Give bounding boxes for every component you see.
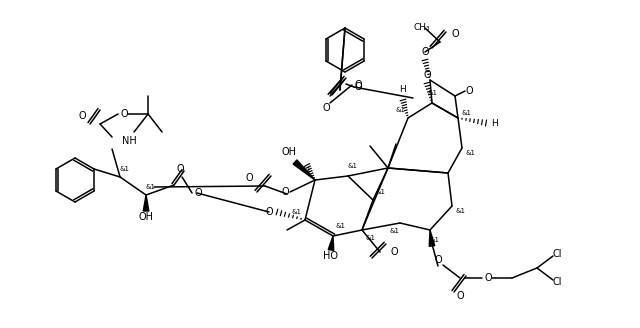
- Text: O: O: [265, 207, 273, 217]
- Text: O: O: [421, 47, 429, 57]
- Text: &1: &1: [292, 209, 302, 215]
- Text: O: O: [354, 80, 362, 90]
- Text: Cl: Cl: [552, 277, 562, 287]
- Text: O: O: [390, 247, 398, 257]
- Text: O: O: [245, 173, 253, 183]
- Text: Cl: Cl: [552, 249, 562, 259]
- Text: HO: HO: [323, 251, 337, 261]
- Text: CH₃: CH₃: [413, 24, 430, 32]
- Text: H: H: [491, 118, 497, 128]
- Text: OH: OH: [282, 147, 296, 157]
- Text: &1: &1: [336, 223, 346, 229]
- Text: &1: &1: [376, 189, 386, 195]
- Text: &1: &1: [395, 107, 405, 113]
- Text: &1: &1: [365, 235, 375, 241]
- Text: &1: &1: [455, 208, 465, 214]
- Text: &1: &1: [348, 163, 358, 169]
- Text: H: H: [399, 86, 406, 94]
- Text: &1: &1: [302, 167, 312, 173]
- Text: O: O: [354, 82, 362, 92]
- Text: O: O: [322, 103, 330, 113]
- Text: O: O: [281, 187, 289, 197]
- Text: O: O: [176, 164, 184, 174]
- Text: O: O: [78, 111, 86, 121]
- Text: NH: NH: [122, 136, 137, 146]
- Text: &1: &1: [390, 228, 400, 234]
- Text: &1: &1: [145, 184, 155, 190]
- Text: &1: &1: [461, 110, 471, 116]
- Text: O: O: [434, 255, 442, 265]
- Text: OH: OH: [138, 212, 154, 222]
- Text: O: O: [120, 109, 128, 119]
- Text: &1: &1: [119, 166, 129, 172]
- Text: O: O: [423, 70, 431, 80]
- Text: O: O: [484, 273, 492, 283]
- Polygon shape: [143, 195, 149, 211]
- Text: &1: &1: [430, 237, 440, 243]
- Text: O: O: [195, 188, 202, 198]
- Text: &1: &1: [465, 150, 475, 156]
- Text: O: O: [465, 86, 473, 96]
- Text: O: O: [451, 29, 459, 39]
- Polygon shape: [328, 236, 334, 250]
- Text: O: O: [456, 291, 464, 301]
- Polygon shape: [293, 160, 315, 180]
- Polygon shape: [429, 230, 435, 246]
- Text: &1: &1: [427, 90, 437, 96]
